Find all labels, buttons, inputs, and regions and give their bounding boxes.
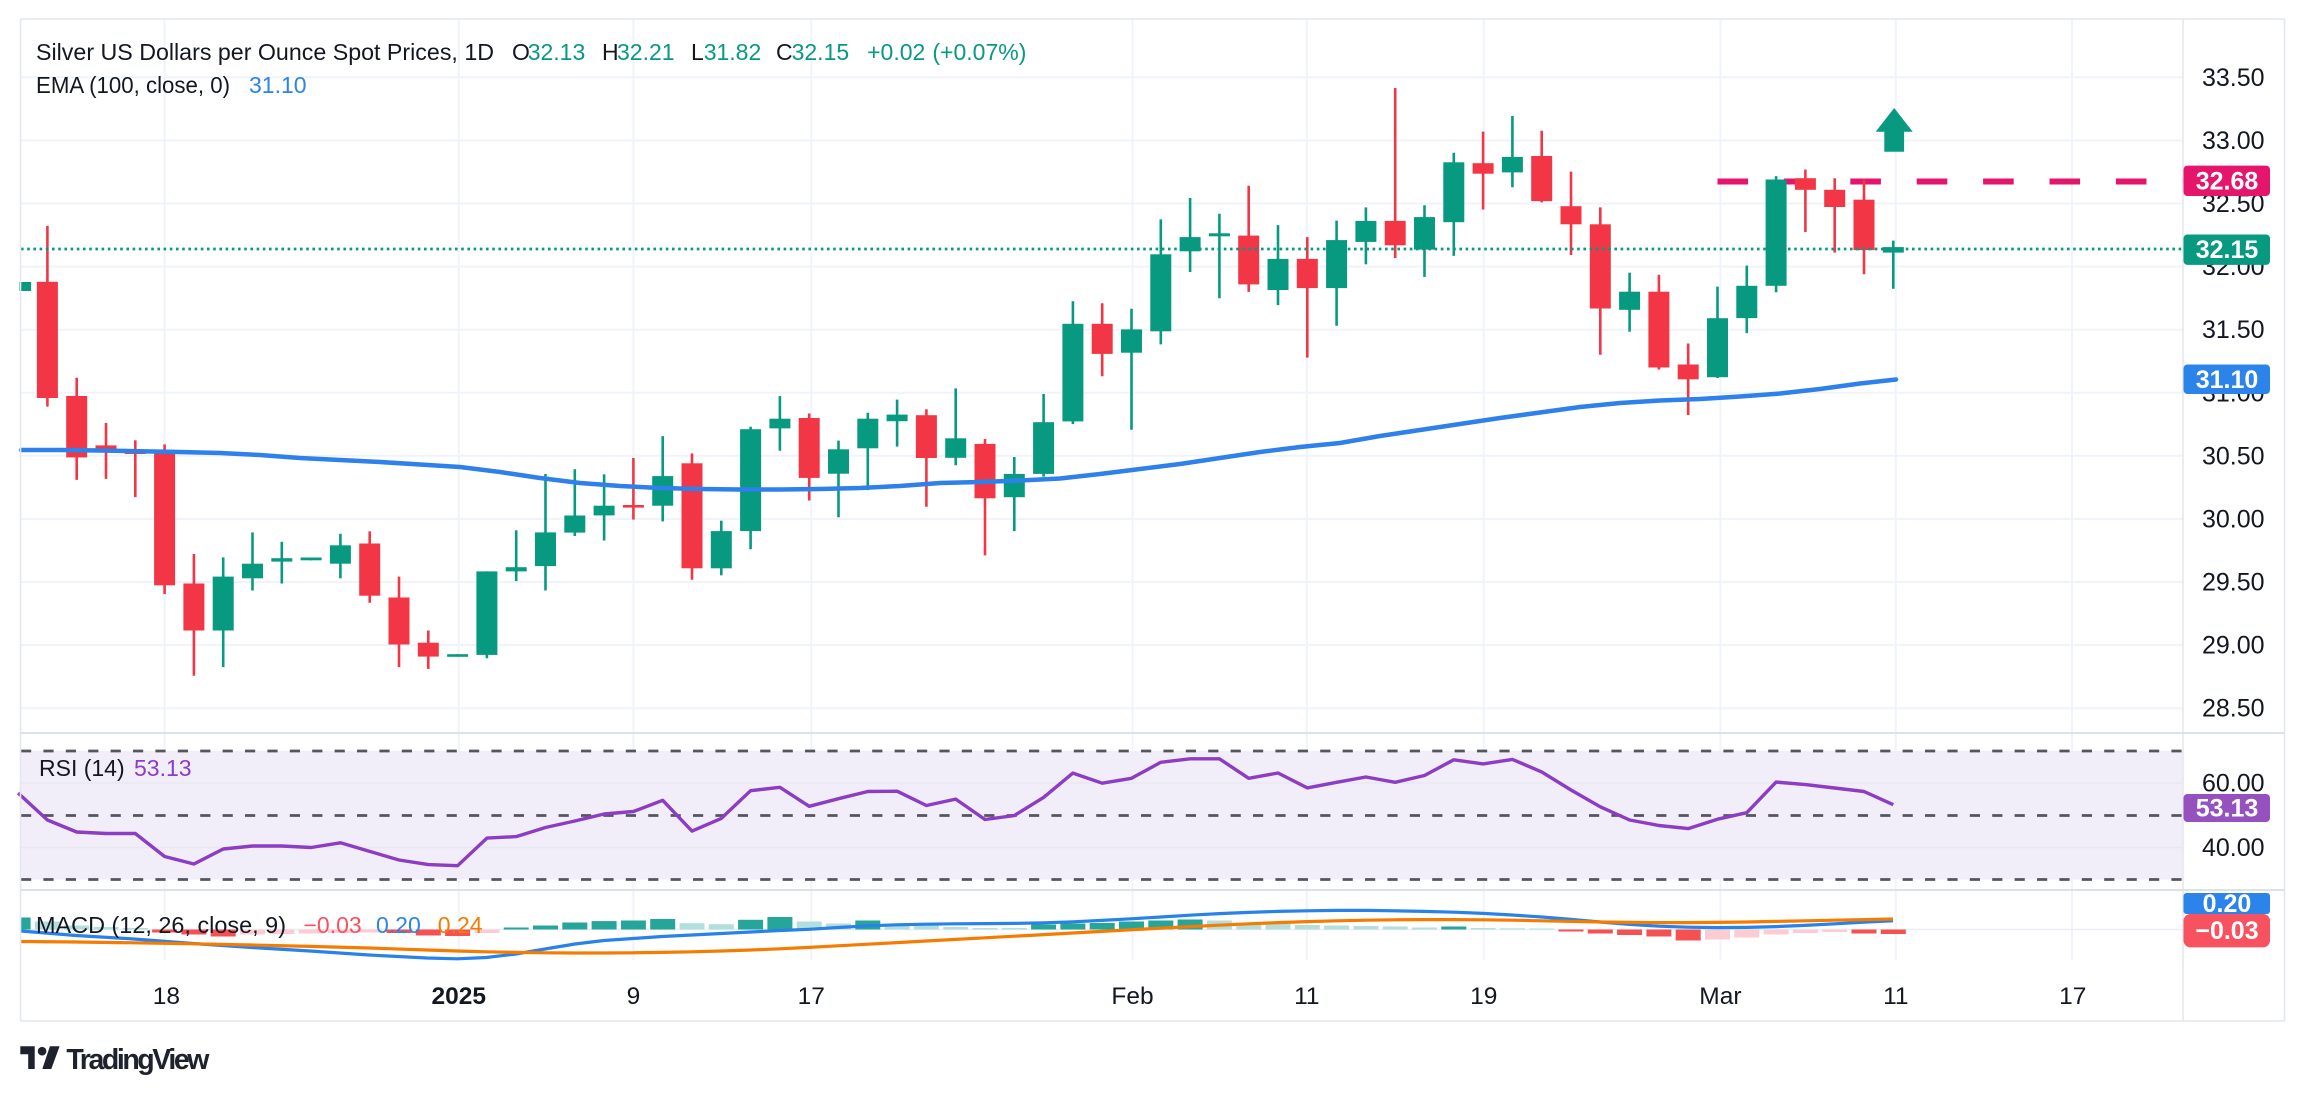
- svg-text:30.00: 30.00: [2202, 505, 2265, 533]
- svg-text:29.00: 29.00: [2202, 632, 2265, 660]
- svg-text:+0.02: +0.02: [867, 39, 925, 65]
- svg-text:L: L: [691, 39, 704, 65]
- svg-text:32.15: 32.15: [2196, 236, 2259, 264]
- svg-text:29.50: 29.50: [2202, 569, 2265, 597]
- svg-text:0.20: 0.20: [376, 912, 421, 938]
- svg-text:17: 17: [798, 983, 825, 1010]
- svg-text:Mar: Mar: [1699, 983, 1741, 1010]
- svg-text:2025: 2025: [431, 983, 486, 1010]
- svg-text:11: 11: [1294, 983, 1319, 1010]
- svg-text:TradingView: TradingView: [66, 1044, 210, 1076]
- svg-text:Feb: Feb: [1111, 983, 1153, 1010]
- svg-text:60.00: 60.00: [2202, 770, 2265, 798]
- svg-text:53.13: 53.13: [134, 755, 192, 781]
- svg-text:33.50: 33.50: [2202, 64, 2265, 92]
- svg-text:MACD (12, 26, close, 9): MACD (12, 26, close, 9): [36, 912, 286, 938]
- svg-text:−0.03: −0.03: [304, 912, 362, 938]
- svg-text:H: H: [602, 39, 619, 65]
- svg-text:11: 11: [1883, 983, 1908, 1010]
- svg-text:33.00: 33.00: [2202, 127, 2265, 155]
- svg-text:18: 18: [153, 983, 180, 1010]
- svg-text:0.24: 0.24: [438, 912, 483, 938]
- svg-text:RSI (14): RSI (14): [39, 755, 125, 781]
- svg-text:−0.03: −0.03: [2195, 917, 2258, 945]
- svg-text:31.50: 31.50: [2202, 316, 2265, 344]
- svg-text:40.00: 40.00: [2202, 834, 2265, 862]
- svg-text:17: 17: [2059, 983, 2086, 1010]
- svg-text:9: 9: [627, 983, 641, 1010]
- svg-text:53.13: 53.13: [2196, 795, 2259, 823]
- svg-text:30.50: 30.50: [2202, 442, 2265, 470]
- svg-text:C: C: [776, 39, 793, 65]
- svg-text:32.13: 32.13: [528, 39, 586, 65]
- svg-text:Silver US Dollars per Ounce Sp: Silver US Dollars per Ounce Spot Prices,…: [36, 39, 494, 65]
- svg-text:31.10: 31.10: [2196, 366, 2259, 394]
- svg-text:O: O: [512, 39, 530, 65]
- svg-text:0.20: 0.20: [2203, 890, 2252, 918]
- svg-text:31.82: 31.82: [704, 39, 762, 65]
- svg-text:19: 19: [1470, 983, 1497, 1010]
- svg-text:32.68: 32.68: [2196, 167, 2259, 195]
- svg-text:31.10: 31.10: [249, 72, 307, 98]
- svg-text:28.50: 28.50: [2202, 695, 2265, 723]
- svg-text:EMA (100, close, 0): EMA (100, close, 0): [36, 72, 230, 98]
- svg-text:(+0.07%): (+0.07%): [932, 39, 1026, 65]
- svg-text:32.21: 32.21: [617, 39, 675, 65]
- svg-text:32.15: 32.15: [792, 39, 850, 65]
